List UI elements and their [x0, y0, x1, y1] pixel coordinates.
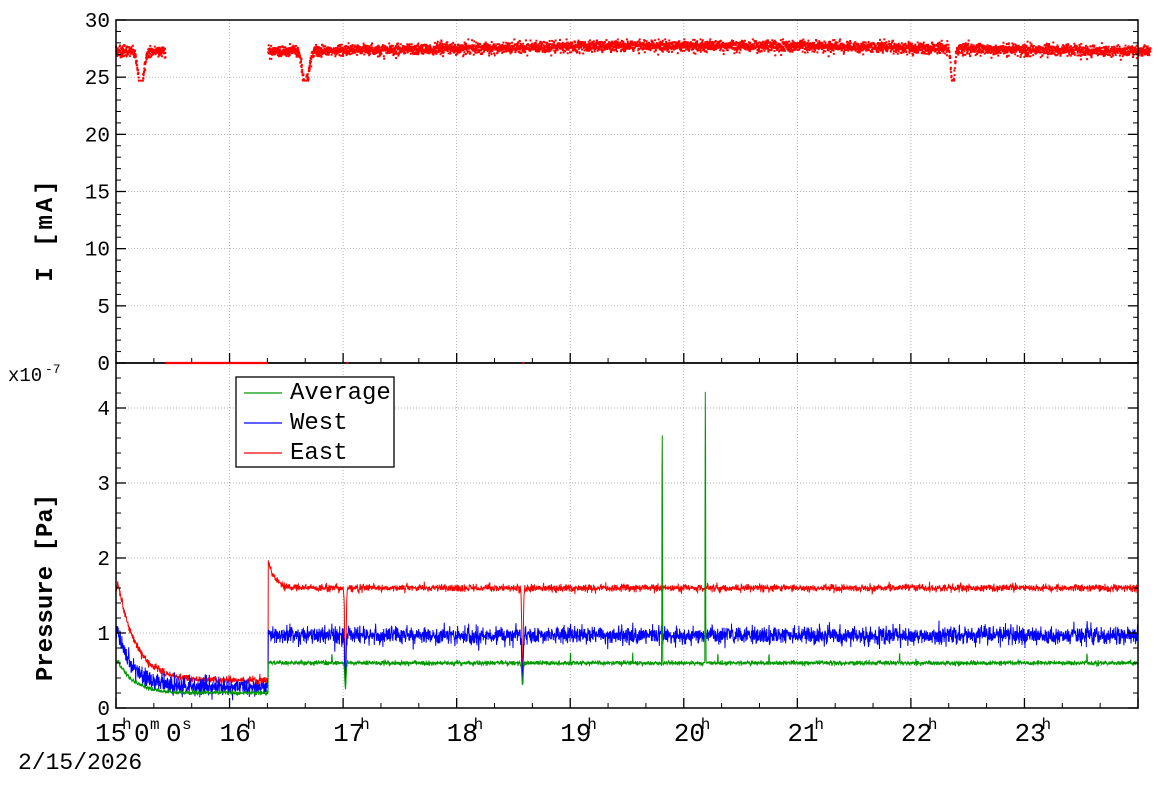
svg-text:0: 0 [166, 719, 182, 749]
svg-text:10: 10 [85, 240, 110, 263]
svg-text:West: West [290, 410, 348, 437]
svg-text:2/15/2026: 2/15/2026 [18, 750, 142, 776]
svg-text:h: h [122, 716, 132, 734]
svg-text:s: s [182, 716, 192, 734]
svg-text:15: 15 [85, 183, 110, 206]
svg-text:h: h [701, 716, 711, 734]
svg-text:3: 3 [97, 474, 110, 497]
svg-text:-7: -7 [45, 362, 61, 377]
svg-text:h: h [587, 716, 597, 734]
svg-text:m: m [150, 716, 160, 734]
svg-text:Average: Average [290, 380, 391, 407]
svg-text:h: h [928, 716, 938, 734]
svg-text:0: 0 [97, 354, 110, 377]
svg-text:30: 30 [85, 11, 110, 34]
svg-text:h: h [360, 716, 370, 734]
svg-text:20: 20 [85, 125, 110, 148]
svg-text:1: 1 [97, 624, 110, 647]
svg-text:h: h [814, 716, 824, 734]
svg-text:h: h [474, 716, 484, 734]
svg-text:25: 25 [85, 68, 110, 91]
svg-text:Pressure [Pa]: Pressure [Pa] [33, 494, 60, 681]
svg-text:h: h [247, 716, 257, 734]
svg-text:2: 2 [97, 549, 110, 572]
svg-text:h: h [1041, 716, 1051, 734]
svg-text:x10: x10 [8, 365, 42, 387]
svg-text:I [mA]: I [mA] [33, 177, 60, 281]
svg-text:East: East [290, 440, 348, 467]
svg-text:0: 0 [134, 719, 150, 749]
svg-text:4: 4 [97, 399, 110, 422]
svg-text:5: 5 [97, 297, 110, 320]
